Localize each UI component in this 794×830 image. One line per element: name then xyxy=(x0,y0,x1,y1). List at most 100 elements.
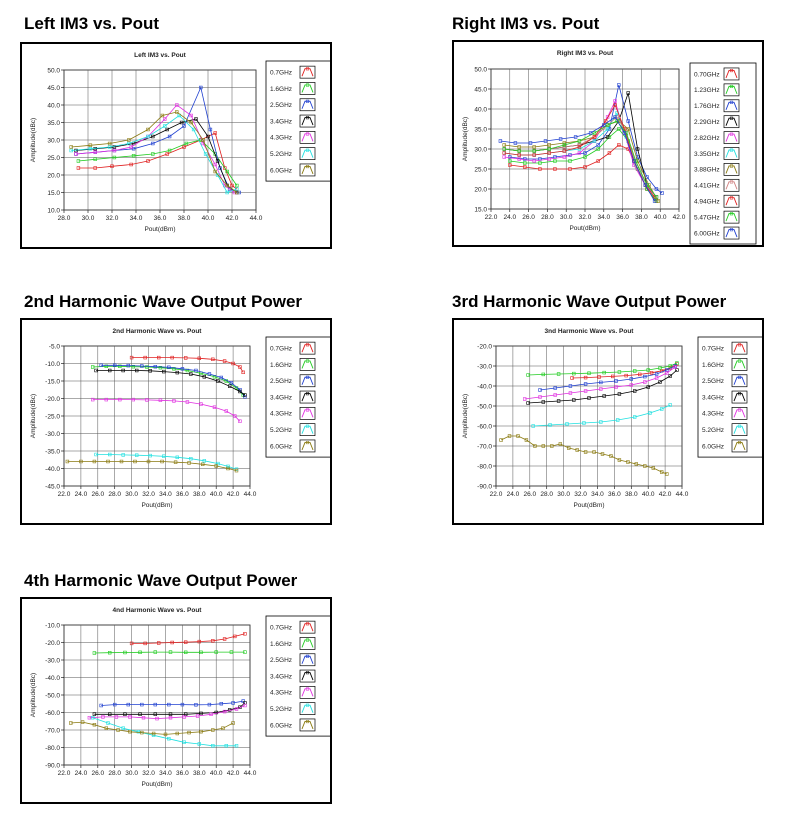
data-point xyxy=(225,169,229,174)
data-point xyxy=(235,190,239,195)
legend-swatch xyxy=(299,130,316,144)
x-tick-label: 40.0 xyxy=(210,770,223,777)
series-line-0-7ghz xyxy=(131,357,244,373)
legend-label: 5.2GHz xyxy=(270,427,292,434)
data-point xyxy=(583,450,588,454)
data-point xyxy=(118,397,122,402)
legend-box xyxy=(689,62,757,245)
data-point xyxy=(157,355,161,360)
data-point xyxy=(597,375,601,379)
data-point xyxy=(184,141,189,146)
data-point xyxy=(592,139,597,143)
data-point xyxy=(604,119,608,123)
data-point xyxy=(596,159,600,163)
data-point xyxy=(123,712,127,716)
legend-swatch xyxy=(299,147,316,161)
data-point xyxy=(609,454,613,458)
data-point xyxy=(138,650,142,655)
legend-swatch-line xyxy=(301,84,314,93)
data-point xyxy=(658,366,662,370)
data-point xyxy=(202,375,206,379)
x-tick-label: 28.0 xyxy=(108,770,121,777)
x-tick-label: 38.0 xyxy=(625,491,638,498)
series-line-2-5ghz xyxy=(101,364,246,398)
legend-swatch-line xyxy=(725,165,738,174)
legend-swatch xyxy=(723,226,740,240)
series-6-00ghz xyxy=(498,115,657,203)
data-point xyxy=(229,381,234,385)
legend-label: 0.7GHz xyxy=(270,69,292,76)
legend-swatch-marker xyxy=(305,132,310,136)
section-heading-left-im3: Left IM3 vs. Pout xyxy=(24,14,160,33)
x-tick-label: 24.0 xyxy=(75,770,88,777)
data-point xyxy=(668,374,672,378)
data-point xyxy=(577,145,582,149)
y-tick-label: -15.0 xyxy=(45,378,60,385)
data-point xyxy=(592,135,597,139)
data-point xyxy=(533,444,537,448)
data-point xyxy=(146,127,150,132)
legend-swatch-marker xyxy=(737,375,742,379)
x-tick-label: 32.0 xyxy=(579,214,592,221)
data-point xyxy=(565,422,569,426)
data-point xyxy=(553,393,557,397)
data-point xyxy=(577,151,582,155)
x-tick-label: 38.0 xyxy=(193,491,206,498)
data-point xyxy=(108,368,112,373)
data-point xyxy=(135,368,139,373)
data-point xyxy=(195,714,200,718)
legend-swatch xyxy=(731,341,748,355)
legend-swatch-line xyxy=(301,623,314,632)
data-point xyxy=(524,438,529,442)
series-2-5ghz xyxy=(99,363,247,399)
legend-swatch-line xyxy=(733,344,746,353)
data-point xyxy=(199,730,203,734)
data-point xyxy=(553,167,557,171)
data-point xyxy=(69,148,73,153)
legend-swatch-line xyxy=(301,441,314,451)
series-line-0-7ghz xyxy=(131,633,245,644)
y-tick-label: -10.0 xyxy=(45,622,60,629)
y-axis-label: Amplitude(dBc) xyxy=(462,394,469,438)
data-point xyxy=(91,716,95,720)
x-tick-label: 40.0 xyxy=(654,214,667,221)
data-point xyxy=(548,423,552,427)
data-point xyxy=(207,702,212,707)
y-tick-label: -40.0 xyxy=(45,466,60,473)
data-point xyxy=(583,155,587,159)
y-tick-label: -25.0 xyxy=(45,413,60,420)
legend-label: 4.94GHz xyxy=(694,199,720,206)
series-0-7ghz xyxy=(129,632,247,646)
legend-swatch-line xyxy=(301,688,314,697)
data-point xyxy=(187,730,191,735)
data-point xyxy=(547,143,552,147)
data-point xyxy=(643,464,647,468)
data-point xyxy=(654,376,659,380)
legend-label: 0.7GHz xyxy=(270,624,292,631)
data-point xyxy=(80,720,85,724)
data-point xyxy=(605,127,610,131)
legend-swatch xyxy=(723,131,740,144)
legend-swatch-marker xyxy=(729,148,734,152)
data-point xyxy=(213,131,217,135)
y-tick-label: -30.0 xyxy=(45,431,60,438)
x-tick-label: 22.0 xyxy=(58,770,71,777)
data-point xyxy=(617,458,622,462)
data-point xyxy=(577,147,582,151)
legend-swatch-marker xyxy=(729,132,734,136)
data-point xyxy=(654,187,659,191)
data-point xyxy=(212,405,217,409)
y-axis-label: Amplitude(dBc) xyxy=(30,118,37,162)
data-point xyxy=(207,372,212,376)
data-point xyxy=(140,364,144,368)
data-point xyxy=(175,103,179,107)
legend-swatch-line xyxy=(725,197,738,206)
x-tick-label: 42.0 xyxy=(226,215,239,222)
data-point xyxy=(76,159,81,163)
x-tick-label: 28.0 xyxy=(540,491,553,498)
legend-label: 0.7GHz xyxy=(270,345,292,352)
series-4-3ghz xyxy=(74,103,237,195)
data-point xyxy=(92,459,97,464)
legend-swatch-line xyxy=(725,149,738,158)
x-tick-label: 34.0 xyxy=(597,214,610,221)
